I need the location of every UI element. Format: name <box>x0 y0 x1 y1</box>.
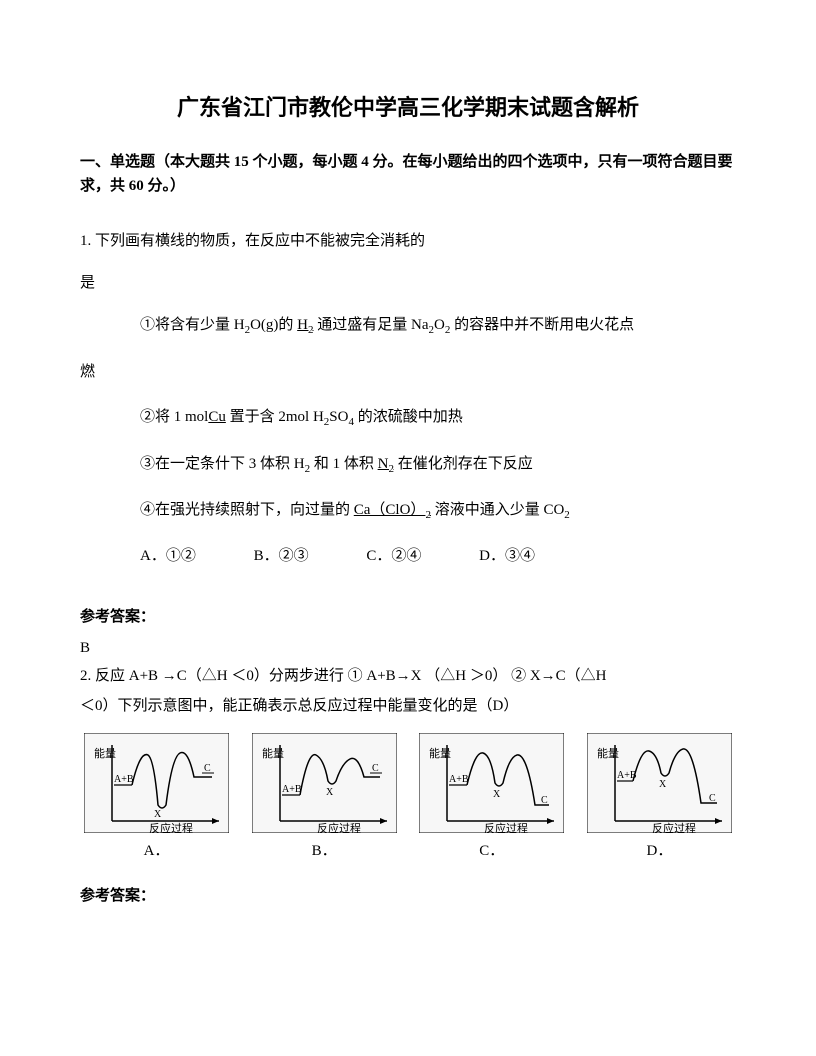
svg-text:X: X <box>659 779 667 790</box>
diagram-d: 能量 反应过程 A+B X C D． <box>587 733 732 860</box>
q1-item3: ③在一定条什下 3 体积 H2 和 1 体积 N2 在催化剂存在下反应 <box>80 451 736 480</box>
svg-text:C: C <box>204 763 211 774</box>
q1-stem-line1: 1. 下列画有横线的物质，在反应中不能被完全消耗的 <box>80 220 736 262</box>
q1-stem-line2: 是 <box>80 262 736 304</box>
diagram-a: 能量 反应过程 A+B X C A． <box>84 733 229 860</box>
svg-text:能量: 能量 <box>94 746 116 760</box>
diagram-b: 能量 反应过程 A+B X C B． <box>252 733 397 860</box>
diagrams-row: 能量 反应过程 A+B X C A． 能量 反应过程 A+B X C B． <box>80 733 736 860</box>
q1-option-a: A．①② <box>140 548 196 564</box>
q1-stem: 1. 下列画有横线的物质，在反应中不能被完全消耗的 是 <box>80 220 736 304</box>
svg-text:反应过程: 反应过程 <box>149 821 193 833</box>
svg-text:反应过程: 反应过程 <box>317 821 361 833</box>
q2-answer-label: 参考答案： <box>80 884 736 905</box>
energy-diagram-c: 能量 反应过程 A+B X C <box>419 733 564 833</box>
energy-diagram-a: 能量 反应过程 A+B X C <box>84 733 229 833</box>
q1-option-b: B．②③ <box>254 548 309 564</box>
svg-text:A+B: A+B <box>449 774 469 785</box>
diagram-d-label: D． <box>647 839 673 860</box>
svg-text:X: X <box>326 787 334 798</box>
svg-text:能量: 能量 <box>262 746 284 760</box>
svg-text:能量: 能量 <box>429 746 451 760</box>
q1-options: A．①② B．②③ C．②④ D．③④ <box>80 544 736 565</box>
diagram-c-label: C． <box>479 839 504 860</box>
page-title: 广东省江门市教伦中学高三化学期末试题含解析 <box>80 90 736 122</box>
q1-item4: ④在强光持续照射下，向过量的 Ca（ClO）2 溶液中通入少量 CO2 <box>80 497 736 526</box>
svg-text:A+B: A+B <box>282 784 302 795</box>
q1-option-c: C．②④ <box>366 548 421 564</box>
diagram-c: 能量 反应过程 A+B X C C． <box>419 733 564 860</box>
svg-text:反应过程: 反应过程 <box>652 821 696 833</box>
svg-text:X: X <box>493 789 501 800</box>
svg-text:C: C <box>541 795 548 806</box>
q1-answer-label: 参考答案： <box>80 605 736 626</box>
q1-item2: ②将 1 molCu 置于含 2mol H2SO4 的浓硫酸中加热 <box>80 404 736 433</box>
svg-text:反应过程: 反应过程 <box>484 821 528 833</box>
svg-text:能量: 能量 <box>597 746 619 760</box>
energy-diagram-b: 能量 反应过程 A+B X C <box>252 733 397 833</box>
q2-text: 2. 反应 A+B →C（△H ＜0）分两步进行 ① A+B→X （△H ＞0）… <box>80 661 736 721</box>
svg-text:C: C <box>709 793 716 804</box>
diagram-b-label: B． <box>312 839 337 860</box>
svg-text:X: X <box>154 809 162 820</box>
diagram-a-label: A． <box>144 839 170 860</box>
svg-text:C: C <box>372 763 379 774</box>
svg-text:A+B: A+B <box>114 774 134 785</box>
q1-answer: B <box>80 640 736 657</box>
q1-item1-line2: 燃 <box>80 359 736 386</box>
q1-item1: ①将含有少量 H2O(g)的 H2 通过盛有足量 Na2O2 的容器中并不断用电… <box>80 312 736 341</box>
section-header: 一、单选题（本大题共 15 个小题，每小题 4 分。在每小题给出的四个选项中，只… <box>80 150 736 198</box>
q1-option-d: D．③④ <box>479 548 535 564</box>
energy-diagram-d: 能量 反应过程 A+B X C <box>587 733 732 833</box>
